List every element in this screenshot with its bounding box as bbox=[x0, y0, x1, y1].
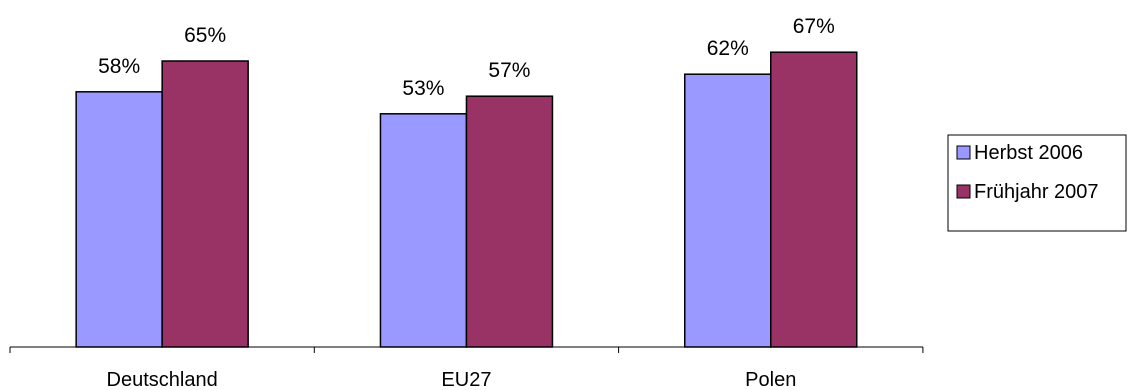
legend-label-herbst-2006: Herbst 2006 bbox=[974, 142, 1083, 164]
bar-eu27-fruehjahr-2007 bbox=[465, 95, 554, 348]
data-label-polen-fruehjahr-2007: 67% bbox=[793, 15, 835, 38]
legend-frame bbox=[947, 134, 1127, 232]
x-axis-ticks: Deutschland EU27 Polen bbox=[9, 347, 924, 390]
data-label-eu27-fruehjahr-2007: 57% bbox=[488, 59, 530, 82]
data-label-polen-herbst-2006: 62% bbox=[707, 37, 749, 60]
bar-deutschland-fruehjahr-2007 bbox=[161, 60, 249, 348]
legend: Herbst 2006 Frühjahr 2007 bbox=[947, 134, 1127, 232]
bar-eu27-herbst-2006 bbox=[379, 113, 468, 348]
plot-area: 58% 65% 53% 57% 62% 67% bbox=[75, 15, 858, 348]
data-label-eu27-herbst-2006: 53% bbox=[402, 77, 444, 100]
legend-label-fruehjahr-2007: Frühjahr 2007 bbox=[974, 181, 1099, 203]
legend-swatch-fruehjahr-2007 bbox=[956, 184, 971, 199]
bar-polen-herbst-2006 bbox=[684, 73, 772, 348]
bar-polen-fruehjahr-2007 bbox=[770, 51, 858, 348]
x-tick-label-polen: Polen bbox=[745, 369, 796, 390]
bar-deutschland-herbst-2006 bbox=[75, 91, 163, 348]
data-label-deutschland-herbst-2006: 58% bbox=[98, 55, 140, 78]
legend-swatch-herbst-2006 bbox=[956, 145, 971, 160]
x-tick-label-eu27: EU27 bbox=[441, 369, 491, 390]
data-label-deutschland-fruehjahr-2007: 65% bbox=[184, 24, 226, 47]
x-tick-label-deutschland: Deutschland bbox=[107, 369, 218, 390]
